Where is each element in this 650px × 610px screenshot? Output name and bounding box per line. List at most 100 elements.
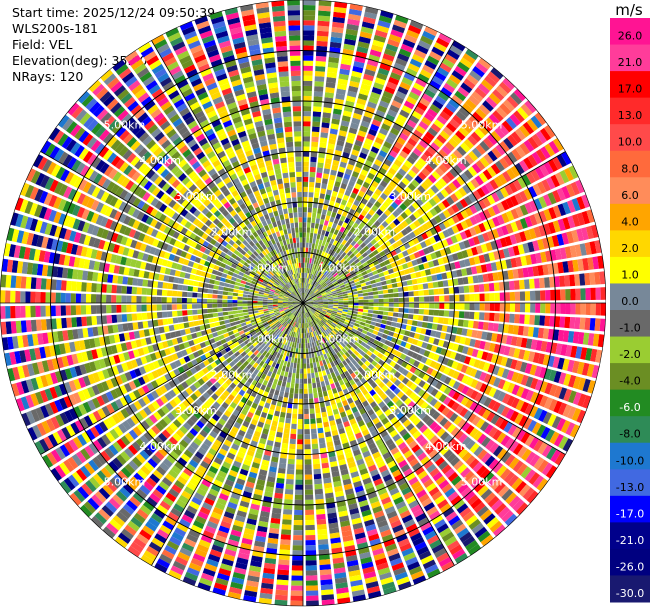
velocity-gate: [449, 245, 457, 254]
velocity-gate: [151, 370, 159, 379]
velocity-gate: [320, 214, 326, 220]
velocity-gate: [232, 460, 242, 468]
velocity-gate: [270, 344, 276, 350]
velocity-gate: [553, 371, 562, 383]
velocity-gate: [206, 520, 218, 530]
velocity-gate: [282, 514, 292, 520]
velocity-gate: [313, 392, 318, 399]
velocity-gate: [263, 369, 269, 375]
velocity-gate: [395, 57, 408, 67]
velocity-gate: [346, 559, 359, 567]
velocity-gate: [170, 409, 180, 418]
velocity-gate: [67, 456, 79, 470]
velocity-gate: [186, 445, 197, 455]
velocity-gate: [483, 373, 492, 384]
velocity-gate: [343, 254, 349, 260]
velocity-gate: [451, 326, 458, 334]
velocity-gate: [528, 228, 537, 240]
velocity-gate: [540, 127, 552, 141]
velocity-gate: [342, 110, 352, 118]
velocity-gate: [359, 350, 366, 357]
velocity-gate: [333, 154, 341, 162]
velocity-gate: [314, 488, 324, 495]
velocity-gate: [324, 241, 330, 248]
velocity-gate: [329, 238, 335, 245]
velocity-gate: [525, 451, 536, 464]
velocity-gate: [460, 142, 471, 153]
velocity-gate: [408, 91, 420, 101]
velocity-gate: [387, 38, 400, 48]
velocity-gate: [274, 389, 280, 396]
velocity-gate: [325, 322, 331, 327]
velocity-gate: [294, 358, 298, 364]
velocity-gate: [324, 286, 330, 291]
velocity-gate: [250, 560, 262, 568]
velocity-gate: [290, 308, 295, 312]
velocity-gate: [258, 333, 264, 338]
velocity-gate: [160, 395, 169, 404]
velocity-gate: [409, 303, 415, 308]
velocity-gate: [384, 421, 392, 430]
velocity-gate: [300, 348, 303, 354]
velocity-gate: [336, 140, 345, 147]
velocity-gate: [460, 157, 471, 168]
velocity-gate: [313, 341, 317, 347]
velocity-gate: [335, 276, 341, 281]
velocity-gate: [414, 466, 425, 476]
velocity-gate: [158, 481, 170, 491]
velocity-gate: [323, 107, 332, 114]
velocity-gate: [360, 209, 368, 217]
velocity-gate: [128, 391, 137, 402]
velocity-gate: [412, 147, 423, 157]
velocity-gate: [351, 475, 361, 483]
velocity-gate: [140, 420, 150, 431]
velocity-gate: [285, 334, 289, 340]
velocity-gate: [218, 418, 226, 426]
velocity-gate: [364, 68, 376, 77]
velocity-gate: [119, 507, 132, 519]
velocity-gate: [151, 454, 162, 465]
velocity-gate: [313, 275, 317, 281]
velocity-gate: [89, 476, 101, 489]
velocity-gate: [582, 258, 589, 271]
velocity-gate: [449, 167, 459, 178]
velocity-gate: [115, 490, 128, 502]
velocity-gate: [323, 270, 329, 276]
velocity-gate: [265, 346, 271, 352]
velocity-gate: [334, 317, 340, 321]
velocity-gate: [388, 193, 397, 201]
velocity-gate: [411, 201, 420, 210]
velocity-gate: [520, 337, 528, 348]
velocity-gate: [481, 120, 493, 133]
velocity-gate: [386, 320, 392, 326]
velocity-gate: [362, 566, 375, 575]
velocity-gate: [411, 352, 419, 360]
velocity-gate: [380, 529, 392, 538]
velocity-gate: [173, 396, 182, 405]
velocity-gate: [298, 307, 301, 313]
velocity-gate: [339, 464, 348, 471]
velocity-gate: [297, 429, 303, 435]
velocity-gate: [247, 575, 260, 583]
velocity-gate: [499, 157, 510, 169]
velocity-gate: [229, 334, 236, 340]
velocity-gate: [362, 309, 369, 313]
velocity-gate: [341, 416, 349, 423]
velocity-gate: [321, 311, 327, 315]
velocity-gate: [334, 259, 340, 266]
velocity-gate: [416, 207, 425, 216]
velocity-gate: [296, 363, 300, 369]
velocity-gate: [276, 329, 281, 335]
velocity-gate: [159, 524, 172, 535]
velocity-gate: [380, 447, 389, 456]
velocity-gate: [194, 364, 202, 372]
velocity-gate: [339, 319, 345, 324]
velocity-gate: [505, 408, 515, 420]
velocity-gate: [193, 520, 205, 530]
velocity-gate: [284, 392, 289, 398]
velocity-gate: [534, 315, 540, 326]
velocity-gate: [263, 562, 276, 570]
velocity-gate: [335, 340, 341, 346]
velocity-gate: [227, 394, 235, 402]
velocity-gate: [413, 129, 423, 139]
